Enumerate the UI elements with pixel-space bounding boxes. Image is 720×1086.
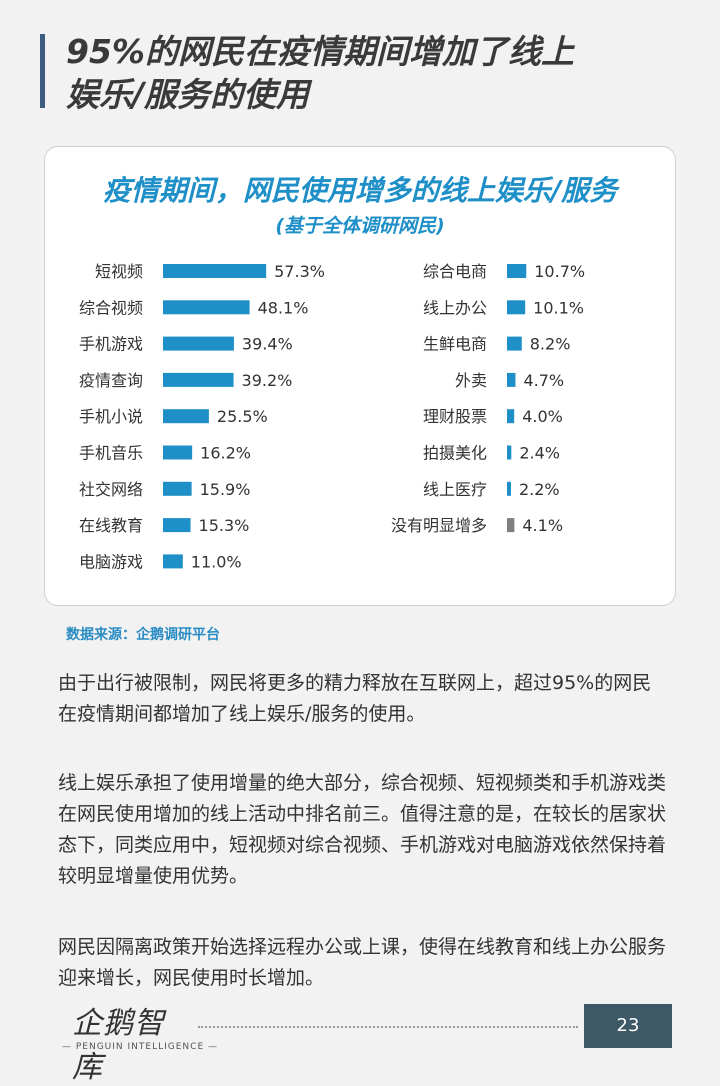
bar-6: [163, 445, 193, 460]
category-label: 社交网络: [79, 480, 143, 499]
bar-5: [163, 409, 209, 424]
category-label: 拍摄美化: [423, 444, 487, 463]
logo-subtitle: — PENGUIN INTELLIGENCE —: [62, 1042, 218, 1052]
bar-3: [163, 336, 234, 351]
bar-1: [163, 264, 267, 278]
bar-10: [507, 264, 527, 278]
value-label: 48.1%: [258, 298, 309, 317]
category-label: 手机游戏: [79, 335, 143, 354]
category-label: 综合电商: [423, 262, 487, 281]
category-label: 生鲜电商: [423, 335, 487, 354]
value-label: 25.5%: [217, 407, 268, 426]
bar-16: [507, 481, 511, 496]
category-label: 手机小说: [79, 407, 143, 426]
data-source: 数据来源：企鹅调研平台: [66, 627, 220, 643]
page-title: 95%的网民在疫情期间增加了线上 娱乐/服务的使用: [66, 30, 686, 116]
category-label: 综合视频: [79, 298, 143, 317]
chart-subtitle: (基于全体调研网民): [275, 215, 445, 237]
penguin-logo: 企鹅智库 — PENGUIN INTELLIGENCE —: [62, 998, 217, 1085]
category-label: 理财股票: [423, 407, 487, 426]
page-number: 23: [584, 1004, 672, 1048]
bar-9: [163, 554, 183, 569]
value-label: 4.1%: [522, 516, 563, 535]
category-label: 在线教育: [79, 516, 143, 535]
value-label: 8.2%: [530, 335, 571, 354]
category-label: 外卖: [455, 371, 487, 390]
title-accent-bar: [40, 34, 45, 108]
category-label: 没有明显增多: [391, 516, 487, 535]
bar-13: [507, 372, 516, 387]
page-title-line2: 娱乐/服务的使用: [66, 75, 310, 114]
paragraph-2: 线上娱乐承担了使用增量的绝大部分，综合视频、短视频类和手机游戏类在网民使用增加的…: [58, 772, 667, 887]
value-label: 39.4%: [242, 335, 293, 354]
value-label: 15.3%: [199, 516, 250, 535]
footer-divider: [198, 1026, 578, 1028]
value-label: 10.7%: [534, 262, 585, 281]
bar-4: [163, 372, 234, 387]
value-label: 15.9%: [200, 480, 251, 499]
page-title-line1: 95%的网民在疫情期间增加了线上: [66, 32, 574, 71]
value-label: 4.7%: [523, 371, 564, 390]
paragraph-3: 网民因隔离政策开始选择远程办公或上课，使得在线教育和线上办公服务迎来增长，网民使…: [58, 936, 667, 989]
value-label: 57.3%: [274, 262, 325, 281]
value-label: 10.1%: [533, 298, 584, 317]
value-label: 39.2%: [242, 371, 293, 390]
bar-17: [507, 518, 515, 533]
bar-11: [507, 300, 526, 315]
value-label: 2.4%: [519, 444, 560, 463]
value-label: 16.2%: [200, 444, 251, 463]
bar-2: [163, 300, 250, 315]
bar-7: [163, 481, 192, 496]
category-label: 手机音乐: [79, 444, 143, 463]
value-label: 4.0%: [522, 407, 563, 426]
category-label: 疫情查询: [79, 371, 143, 390]
bar-chart: 短视频 57.3% 综合视频 48.1% 手机游戏 39.4% 疫情查询 39.2% 手机小说 2…: [79, 262, 585, 571]
logo-text: 企鹅智库: [72, 1006, 165, 1085]
category-label: 电脑游戏: [79, 552, 143, 571]
chart-card: 疫情期间，网民使用增多的线上娱乐/服务 (基于全体调研网民) 短视频 57.3% 综…: [44, 146, 676, 606]
category-label: 线上办公: [423, 298, 487, 317]
bar-14: [507, 409, 515, 424]
category-label: 线上医疗: [423, 480, 487, 499]
bar-12: [507, 336, 522, 351]
paragraph-1: 由于出行被限制，网民将更多的精力释放在互联网上，超过95%的网民在疫情期间都增加…: [58, 672, 652, 725]
value-label: 11.0%: [191, 552, 242, 571]
chart-title: 疫情期间，网民使用增多的线上娱乐/服务: [102, 174, 618, 207]
bar-8: [163, 518, 191, 533]
value-label: 2.2%: [519, 480, 560, 499]
bar-15: [507, 445, 512, 460]
category-label: 短视频: [95, 262, 143, 281]
